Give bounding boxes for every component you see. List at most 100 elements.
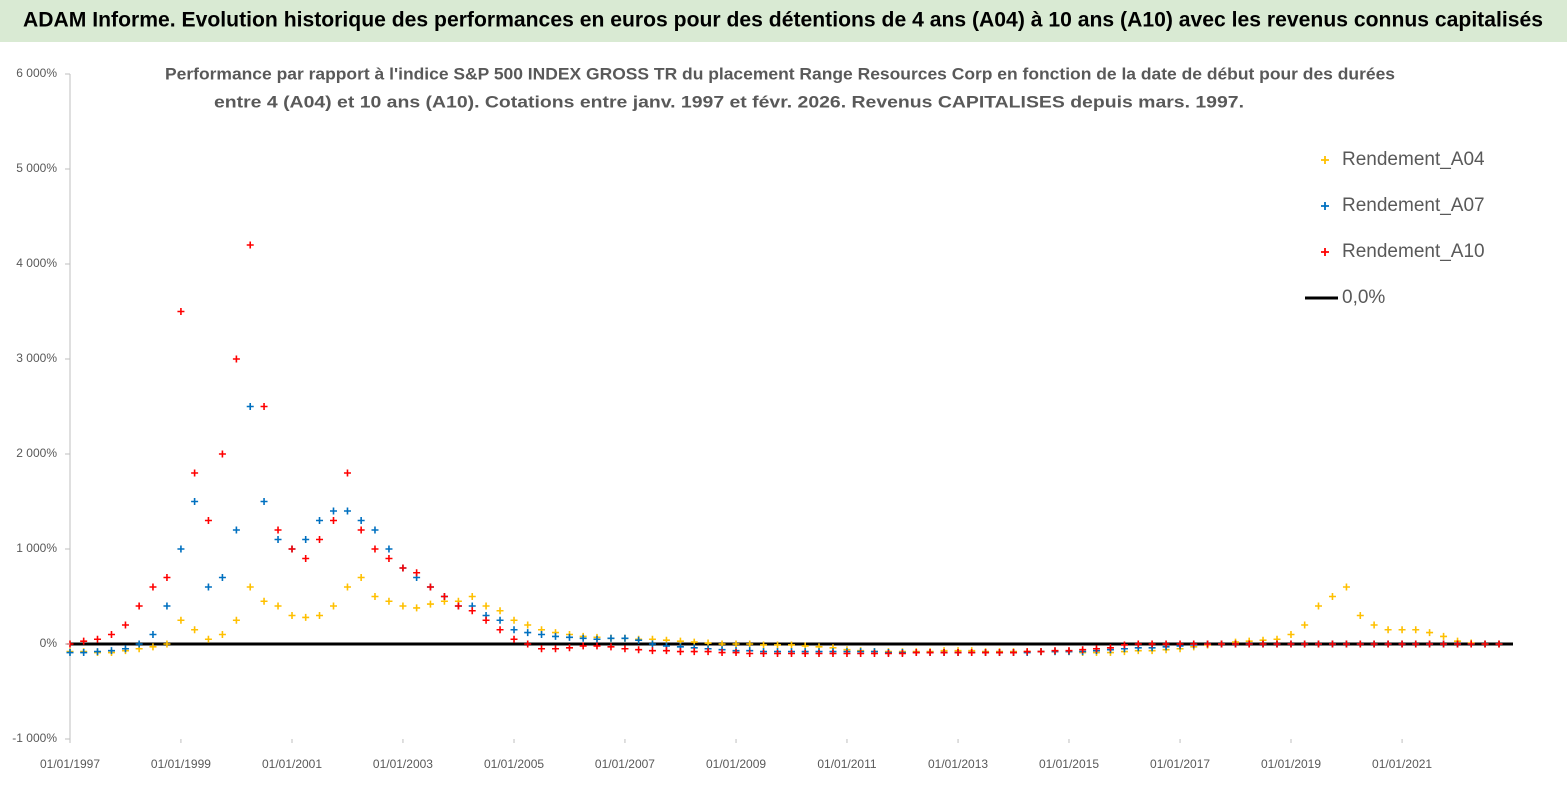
point [1440, 632, 1448, 640]
y-tick-label: 0% [40, 636, 58, 650]
point [163, 602, 171, 610]
point [1287, 640, 1295, 648]
point [371, 593, 379, 600]
point [732, 649, 740, 657]
point [343, 469, 351, 477]
legend [1280, 138, 1512, 320]
point [774, 641, 782, 649]
point [80, 649, 88, 657]
point [1162, 640, 1170, 648]
point [815, 650, 823, 657]
legend-marker [1321, 156, 1329, 164]
point [107, 647, 115, 655]
point [1356, 612, 1364, 619]
point [149, 583, 157, 591]
point [288, 545, 296, 553]
point [316, 612, 324, 619]
point [1384, 626, 1392, 634]
point [302, 613, 310, 621]
point [801, 650, 809, 657]
point [302, 536, 310, 543]
y-tick-label: 3 000% [16, 351, 57, 365]
point [538, 631, 546, 638]
point [1010, 649, 1018, 657]
point [954, 649, 962, 657]
point [732, 640, 740, 648]
point [760, 641, 768, 649]
point [1412, 640, 1420, 648]
point [524, 629, 532, 637]
point [1412, 626, 1420, 634]
point [496, 626, 504, 634]
point [1398, 626, 1406, 634]
point [1454, 640, 1462, 648]
point [1384, 640, 1392, 648]
point [579, 642, 587, 650]
point [191, 469, 199, 477]
legend-marker [1321, 202, 1329, 210]
x-tick-label: 01/01/2021 [1372, 757, 1432, 771]
point [426, 600, 434, 608]
point [843, 650, 851, 657]
point [1342, 640, 1350, 648]
point [926, 649, 934, 657]
point [607, 634, 615, 642]
point [746, 640, 754, 648]
point [371, 526, 379, 534]
point [246, 403, 254, 410]
point [121, 621, 129, 629]
title-bar [0, 0, 1567, 42]
point [482, 602, 490, 610]
point [1426, 629, 1434, 637]
point [607, 643, 615, 651]
legend-label: Rendement_A04 [1342, 149, 1485, 170]
point [496, 616, 504, 624]
point [662, 647, 670, 655]
point [329, 507, 337, 515]
point [1370, 640, 1378, 648]
point [1259, 640, 1267, 648]
point [1328, 593, 1336, 600]
point [426, 583, 434, 591]
x-tick-label: 01/01/2009 [706, 757, 766, 771]
point [149, 643, 157, 651]
chart-subtitle: entre 4 (A04) et 10 ans (A10). Cotations… [214, 92, 1244, 111]
point [66, 649, 74, 657]
point [565, 633, 573, 641]
x-tick-label: 01/01/2019 [1261, 757, 1321, 771]
point [260, 597, 268, 605]
point [746, 650, 754, 657]
point [1314, 602, 1322, 610]
point [163, 574, 171, 581]
point [1106, 644, 1114, 652]
point [204, 517, 212, 524]
point [912, 649, 920, 657]
point [788, 641, 795, 649]
point [565, 644, 573, 652]
point [316, 536, 324, 543]
point [454, 602, 462, 610]
point [177, 545, 185, 553]
point [149, 631, 157, 638]
point [621, 645, 629, 653]
point [343, 507, 351, 515]
point [996, 649, 1004, 657]
point [232, 355, 240, 363]
point [329, 517, 337, 524]
point [94, 635, 102, 643]
x-tick-label: 01/01/2001 [262, 757, 322, 771]
point [593, 635, 601, 643]
point [1370, 621, 1378, 629]
point [121, 645, 129, 653]
point [510, 616, 518, 624]
x-tick-label: 01/01/2015 [1039, 757, 1099, 771]
point [385, 545, 393, 553]
point [760, 650, 768, 657]
point [468, 607, 476, 615]
point [635, 636, 643, 644]
point [191, 498, 199, 505]
point [413, 604, 421, 612]
point [274, 536, 282, 543]
point [1245, 640, 1253, 648]
chart-subtitle: Performance par rapport à l'indice S&P 5… [165, 64, 1395, 83]
